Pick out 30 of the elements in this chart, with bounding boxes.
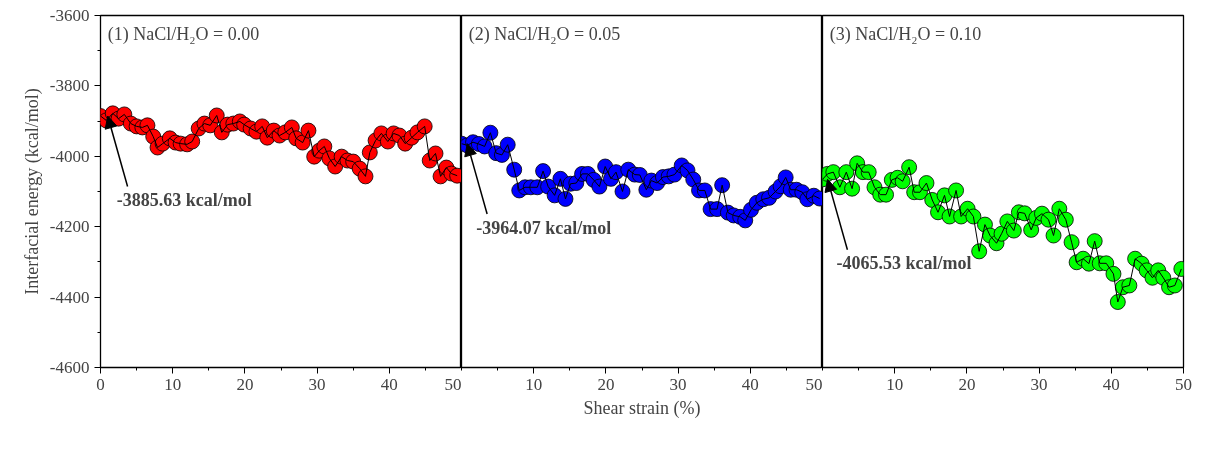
y-tick-label: -4000 (49, 146, 90, 166)
x-tick-label: 40 (741, 374, 759, 394)
x-tick-label: 20 (597, 374, 615, 394)
text: (3) NaCl/H₂O = 0.10 (829, 24, 982, 46)
x-axis-title: Shear strain (%) (583, 397, 701, 419)
x-tick-label: 0 (96, 374, 105, 394)
y-tick-label: -4600 (49, 358, 90, 377)
text: (2) NaCl/H₂O = 0.05 (468, 24, 621, 46)
annotation: -4065.53 kcal/mol (836, 253, 972, 274)
x-tick-label: 40 (1102, 374, 1120, 394)
x-tick-label: 50 (444, 374, 462, 394)
x-tick-label: 30 (669, 374, 687, 394)
y-tick-label: -4400 (49, 287, 90, 307)
annotation: -3964.07 kcal/mol (476, 217, 612, 238)
annotation: -3885.63 kcal/mol (116, 189, 252, 210)
y-axis-title: Interfacial energy (kcal/mol) (21, 88, 43, 295)
x-tick-label: 50 (1175, 374, 1192, 394)
y-tick-label: -4200 (49, 217, 90, 237)
y-tick-label: -3800 (49, 76, 90, 96)
x-tick-label: 30 (308, 374, 326, 394)
x-tick-label: 20 (236, 374, 254, 394)
x-tick-label: 10 (525, 374, 543, 394)
x-tick-label: 50 (805, 374, 823, 394)
x-tick-label: 30 (1030, 374, 1048, 394)
x-tick-label: 40 (380, 374, 398, 394)
x-tick-label: 10 (164, 374, 182, 394)
x-tick-label: 10 (886, 374, 904, 394)
text: (1) NaCl/H₂O = 0.00 (107, 24, 260, 46)
y-tick-label: -3600 (49, 6, 90, 25)
x-tick-label: 20 (958, 374, 976, 394)
